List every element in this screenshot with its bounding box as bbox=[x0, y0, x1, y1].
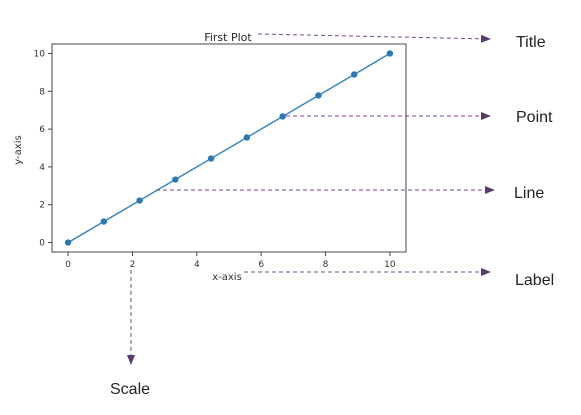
chart-title: First Plot bbox=[204, 31, 252, 44]
data-point-marker bbox=[350, 71, 358, 78]
y-axis-ticks: 0 2 4 6 8 10 bbox=[34, 49, 52, 249]
x-tick-label: 2 bbox=[130, 260, 136, 270]
y-tick-label: 10 bbox=[34, 49, 46, 59]
annotation-label-text: Label bbox=[515, 272, 554, 289]
data-point-marker bbox=[315, 92, 322, 99]
annotation-line-text: Line bbox=[514, 185, 544, 202]
data-point-marker bbox=[136, 197, 143, 204]
y-tick-label: 6 bbox=[39, 125, 45, 135]
x-axis-ticks: 0 2 4 6 8 10 bbox=[65, 252, 396, 270]
x-axis-label: x-axis bbox=[212, 272, 242, 283]
data-point-marker bbox=[172, 176, 179, 183]
y-tick-label: 0 bbox=[39, 239, 45, 249]
data-point-marker bbox=[279, 113, 286, 120]
y-tick-label: 4 bbox=[39, 163, 45, 173]
data-point-marker bbox=[243, 134, 251, 141]
data-point-marker bbox=[64, 239, 72, 246]
x-tick-label: 0 bbox=[65, 260, 71, 270]
annotation-scale-text: Scale bbox=[110, 381, 150, 398]
data-point-marker bbox=[207, 155, 215, 162]
annotation-title-text: Title bbox=[516, 34, 546, 51]
y-tick-label: 2 bbox=[39, 201, 45, 211]
x-tick-label: 6 bbox=[258, 260, 264, 270]
annotation-point-text: Point bbox=[516, 109, 553, 126]
x-tick-label: 8 bbox=[323, 260, 329, 270]
series-layer bbox=[64, 50, 394, 246]
x-tick-label: 10 bbox=[384, 260, 396, 270]
series-line bbox=[67, 52, 391, 244]
title-pointer-arrow bbox=[257, 33, 491, 43]
data-point-marker bbox=[100, 218, 108, 225]
plot-area-frame bbox=[51, 43, 407, 253]
y-tick-label: 8 bbox=[39, 87, 45, 97]
y-axis-label: y-axis bbox=[13, 135, 24, 164]
x-tick-label: 4 bbox=[194, 260, 200, 270]
data-point-marker bbox=[386, 50, 394, 57]
